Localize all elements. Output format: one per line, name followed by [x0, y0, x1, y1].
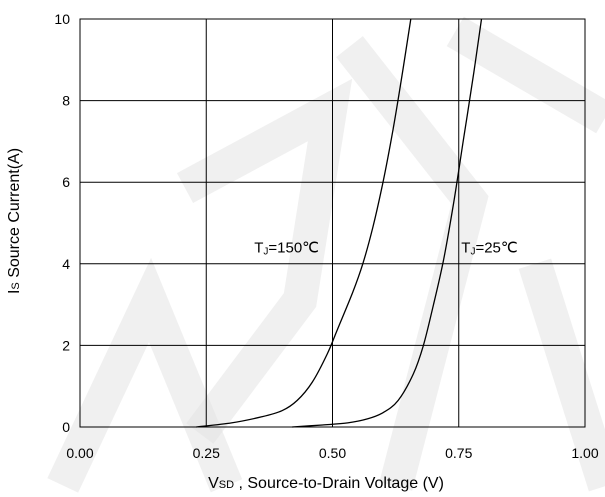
x-axis-label-rest: , Source-to-Drain Voltage (V) — [234, 475, 444, 492]
curve-label-sub: J — [263, 246, 268, 257]
x-tick-label: 0.50 — [319, 445, 346, 461]
y-tick-label: 0 — [62, 419, 70, 435]
x-axis-label-main: V — [208, 475, 219, 492]
y-axis-label-rest: Source Current(A) — [6, 148, 23, 282]
y-axis-label-main: I — [6, 290, 23, 294]
x-axis-label-sub: SD — [219, 479, 234, 491]
x-tick-label: 1.00 — [571, 445, 598, 461]
curve-label-main: T — [254, 239, 263, 256]
curve-label-1: TJ=25℃ — [461, 239, 517, 257]
series-line-0 — [196, 18, 412, 428]
series-line-1 — [292, 18, 483, 428]
curve-label-main: T — [461, 239, 470, 256]
y-tick-labels: 0 2 4 6 8 10 — [54, 11, 70, 435]
curves — [196, 18, 483, 428]
curve-label-rest: =25℃ — [475, 239, 517, 256]
x-tick-label: 0.00 — [66, 445, 93, 461]
y-tick-label: 4 — [62, 256, 70, 272]
x-axis-label: VSD , Source-to-Drain Voltage (V) — [208, 475, 444, 492]
x-tick-labels: 0.00 0.25 0.50 0.75 1.00 — [66, 445, 598, 461]
x-tick-label: 0.25 — [193, 445, 220, 461]
curve-label-0: TJ=150℃ — [254, 239, 319, 257]
y-axis-label-sub: S — [10, 282, 22, 289]
watermark — [47, 16, 605, 493]
y-tick-label: 10 — [54, 11, 70, 27]
curve-annotations: TJ=150℃ TJ=25℃ — [254, 239, 518, 257]
y-tick-label: 2 — [62, 337, 70, 353]
plot-frame — [79, 18, 586, 428]
x-tick-label: 0.75 — [445, 445, 472, 461]
curve-label-rest: =150℃ — [268, 239, 319, 256]
y-axis-label: IS Source Current(A) — [6, 148, 23, 294]
y-tick-label: 8 — [62, 93, 70, 109]
curve-label-sub: J — [470, 246, 475, 257]
y-tick-label: 6 — [62, 174, 70, 190]
